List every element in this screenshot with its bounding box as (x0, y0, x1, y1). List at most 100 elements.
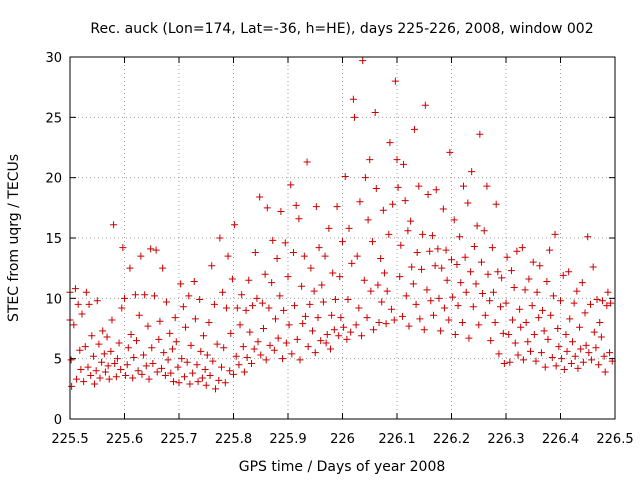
data-point (168, 345, 176, 353)
y-tick-label: 0 (54, 413, 62, 428)
data-point (421, 101, 429, 109)
data-point (344, 296, 352, 304)
data-point (431, 262, 439, 270)
data-point (533, 288, 541, 296)
data-point (200, 332, 208, 340)
data-point (149, 359, 157, 367)
data-point (280, 306, 288, 314)
data-point (153, 368, 161, 376)
data-point (375, 318, 383, 326)
data-point (210, 300, 218, 308)
data-point (96, 374, 104, 382)
data-point (529, 258, 537, 266)
data-point (330, 326, 338, 334)
x-tick-labels: 225.5 225.6 225.7 225.8 225.9 226 226.1 226.2 22… (51, 432, 633, 447)
y-tick-label: 10 (45, 292, 62, 307)
data-point (385, 230, 393, 238)
data-point (510, 283, 518, 291)
data-point (145, 375, 153, 383)
data-point (186, 380, 194, 388)
data-point (105, 375, 113, 383)
data-point (581, 309, 589, 317)
data-point (249, 302, 257, 310)
data-point (398, 312, 406, 320)
data-point (68, 382, 76, 390)
data-point (528, 302, 536, 310)
data-point (367, 287, 375, 295)
data-point (127, 331, 135, 339)
data-point (296, 356, 304, 364)
data-point (434, 245, 442, 253)
data-point (567, 359, 575, 367)
data-point (265, 304, 273, 312)
data-point (371, 109, 379, 117)
data-point (284, 273, 292, 281)
data-point (315, 244, 323, 252)
data-point (400, 160, 408, 168)
y-axis-label: STEC from uqrg / TECUs (6, 154, 22, 322)
data-point (300, 252, 308, 260)
data-point (158, 364, 166, 372)
data-point (539, 306, 547, 314)
data-point (353, 252, 361, 260)
data-point (506, 358, 514, 366)
data-point (359, 57, 367, 65)
data-point (170, 378, 178, 386)
data-point (101, 368, 109, 376)
data-point (497, 303, 505, 311)
data-point (393, 156, 401, 164)
data-point (459, 182, 467, 190)
data-point (546, 246, 554, 254)
data-point (595, 361, 603, 369)
data-point (505, 331, 513, 339)
data-point (379, 206, 387, 214)
data-point (134, 367, 142, 375)
data-point (117, 366, 125, 374)
x-tick-label: 225.9 (269, 432, 306, 447)
data-point (212, 385, 220, 393)
data-point (282, 339, 290, 347)
data-point (340, 323, 348, 331)
data-point (597, 333, 605, 341)
data-point (582, 341, 590, 349)
data-point (498, 274, 506, 282)
data-point (238, 291, 246, 299)
data-point (150, 292, 158, 300)
data-point (458, 318, 466, 326)
data-point (577, 345, 585, 353)
data-point (152, 246, 160, 254)
data-point (440, 304, 448, 312)
data-point (88, 332, 96, 340)
data-point (328, 311, 336, 319)
data-point (124, 344, 132, 352)
data-point (358, 332, 366, 340)
data-point (559, 271, 567, 279)
data-point (205, 318, 213, 326)
data-point (140, 351, 148, 359)
data-point (576, 323, 584, 331)
data-point (461, 253, 469, 261)
data-point (386, 139, 394, 147)
data-point (166, 329, 174, 337)
data-point (319, 298, 327, 306)
data-point (443, 276, 451, 284)
data-point (201, 366, 209, 374)
data-point (571, 352, 579, 360)
data-point (442, 246, 450, 254)
data-point (548, 353, 556, 361)
data-point (473, 222, 481, 230)
data-point (558, 355, 566, 363)
y-tick-label: 15 (45, 232, 62, 247)
data-point (415, 182, 423, 190)
data-point (148, 344, 156, 352)
data-point (216, 234, 224, 242)
data-point (600, 352, 608, 360)
data-point (107, 347, 115, 355)
data-point (314, 314, 322, 322)
data-point (448, 256, 455, 264)
data-point (224, 252, 232, 260)
data-point (325, 224, 333, 232)
grid (70, 57, 615, 419)
data-point (236, 321, 244, 329)
data-point (345, 224, 353, 232)
